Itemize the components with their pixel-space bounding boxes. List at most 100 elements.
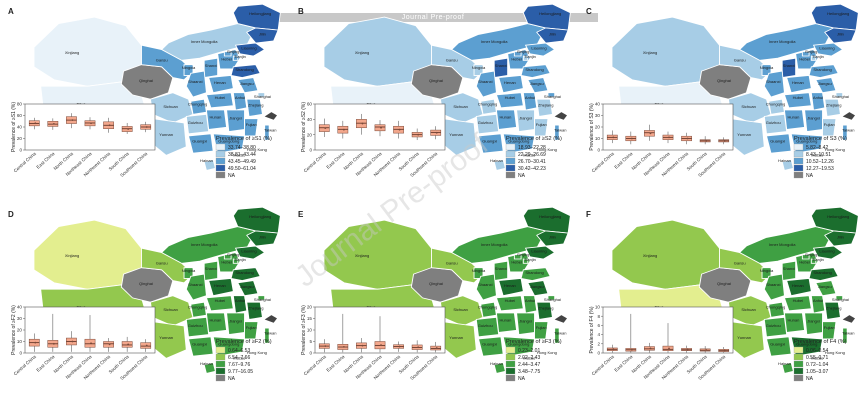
province-label-jiangxi: Jiangxi [519,319,532,324]
legend-label: NA [228,173,236,179]
province-shanxi [781,260,797,282]
province-label-hunan: Hunan [499,318,511,323]
province-label-qinghai: Qinghai [429,78,443,83]
province-label-zhejiang: Zhejiang [538,103,553,108]
province-guizhou [763,113,788,135]
province-zhejiang [246,98,263,117]
province-hainan [781,159,794,172]
province-hunan [783,312,806,333]
province-label-heilongjiang: Heilongjiang [827,11,849,16]
panel-letter: F [586,210,591,219]
province-yunnan [149,118,187,156]
legend-title: Prevalence of ≥S2 (%) [506,136,562,142]
province-jilin [824,230,857,247]
province-label-shaanxi: Shaanxi [766,79,781,84]
province-label-zhejiang: Zhejiang [538,306,553,311]
province-label-zhejiang: Zhejiang [826,306,841,311]
province-shanxi [493,260,509,282]
province-hubei [783,295,812,312]
legend-title: Prevalence of F4 (%) [794,339,847,345]
legend-swatch [793,346,804,354]
province-shaanxi [763,273,785,301]
province-label-guangxi: Guangxi [192,138,207,143]
legend-swatch [793,374,804,382]
legend-label: 18.93–22.28 [518,145,546,151]
province-label-xinjiang: Xinjiang [355,253,369,258]
province-hunan [495,312,518,333]
legend-label: 10.52–12.26 [806,159,834,165]
legend-swatch [215,150,226,158]
choropleth-map: XinjiangTibetQinghaiGansuInner MongoliaH… [611,206,859,375]
province-label-liaoning: Liaoning [531,249,546,254]
province-label-beijing: Beijing [517,49,529,54]
y-axis-title: Prevalence of S3 (%) [589,103,595,151]
outlier-point [361,122,364,125]
province-label-shanghai: Shanghai [254,94,271,99]
box [662,345,674,351]
province-jiangsu [815,280,837,297]
province-hubei [783,92,812,109]
province-label-xinjiang: Xinjiang [643,253,657,258]
province-henan [786,74,812,94]
y-tick-label: 20 [17,328,23,333]
province-label-sichuan: Sichuan [163,104,178,109]
legend-swatch [505,150,516,158]
legend-swatch [215,360,226,368]
province-label-hainan: Hainan [490,158,503,163]
province-hebei [507,49,531,70]
x-tick-label: Central China [303,151,328,174]
x-tick-label: Central China [591,151,616,174]
legend-label: 2.44–3.47 [518,362,540,368]
legend-label: NA [518,376,526,382]
province-liaoning [524,42,556,57]
province-label-shanghai: Shanghai [832,94,849,99]
islands-inset-icon [554,112,567,120]
province-label-xinjiang: Xinjiang [65,253,79,258]
province-label-hong-kong: Hong Kong [537,350,557,355]
outlier-point [90,342,92,345]
province-label-yunnan: Yunnan [449,335,463,340]
province-label-inner-mongolia: Inner Mongolia [769,242,796,247]
panel-letter: C [586,7,592,16]
province-label-qinghai: Qinghai [717,78,731,83]
province-liaoning [812,42,844,57]
province-taiwan [554,124,560,141]
province-shandong [230,64,261,79]
panel-d: DXinjiangTibetQinghaiGansuInner Mongolia… [8,206,281,382]
y-tick-label: 40 [17,305,23,310]
legend-swatch [215,157,226,165]
province-zhejiang [536,301,553,320]
province-label-anhui: Anhui [813,95,823,100]
province-hainan [493,159,506,172]
box [374,124,386,132]
province-label-chongqing: Chongqing [766,305,785,310]
outlier-point [90,122,92,125]
legend-swatch [793,360,804,368]
legend-label: NA [228,376,236,382]
province-anhui [522,92,538,111]
province-guizhou [763,316,788,338]
province-label-jiangsu: Jiangsu [818,81,832,86]
outlier-point [380,344,382,347]
province-jiangxi [516,109,535,133]
panel-letter: D [8,210,14,219]
province-label-heilongjiang: Heilongjiang [827,214,849,219]
legend-label: 43.45–49.49 [228,159,256,165]
province-hebei [507,252,531,273]
province-label-shandong: Shandong [235,270,253,275]
box [103,341,114,348]
province-label-heilongjiang: Heilongjiang [249,214,271,219]
province-label-anhui: Anhui [525,95,535,100]
province-shandong [520,64,551,79]
province-shanghai [835,295,844,301]
y-tick-label: 20 [595,125,601,130]
province-label-guizhou: Guizhou [188,120,203,125]
legend-swatch [215,367,226,375]
province-label-jiangsu: Jiangsu [240,81,254,86]
province-henan [208,74,234,94]
map-legend: Prevalence of ≥F2 (%) 0.64–6.536.54–7.667… [215,339,272,382]
province-tianjin [810,55,817,61]
